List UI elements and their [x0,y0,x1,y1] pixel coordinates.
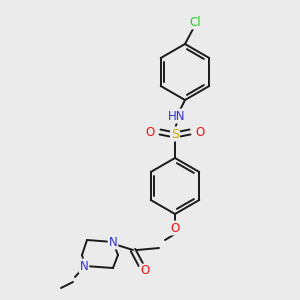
Text: HN: HN [168,110,186,122]
Text: O: O [140,265,150,278]
Text: Cl: Cl [189,16,201,28]
Text: N: N [80,260,88,272]
Text: O: O [146,125,154,139]
Text: N: N [109,236,117,248]
Text: S: S [171,128,179,140]
Text: O: O [195,125,205,139]
Text: O: O [170,221,180,235]
